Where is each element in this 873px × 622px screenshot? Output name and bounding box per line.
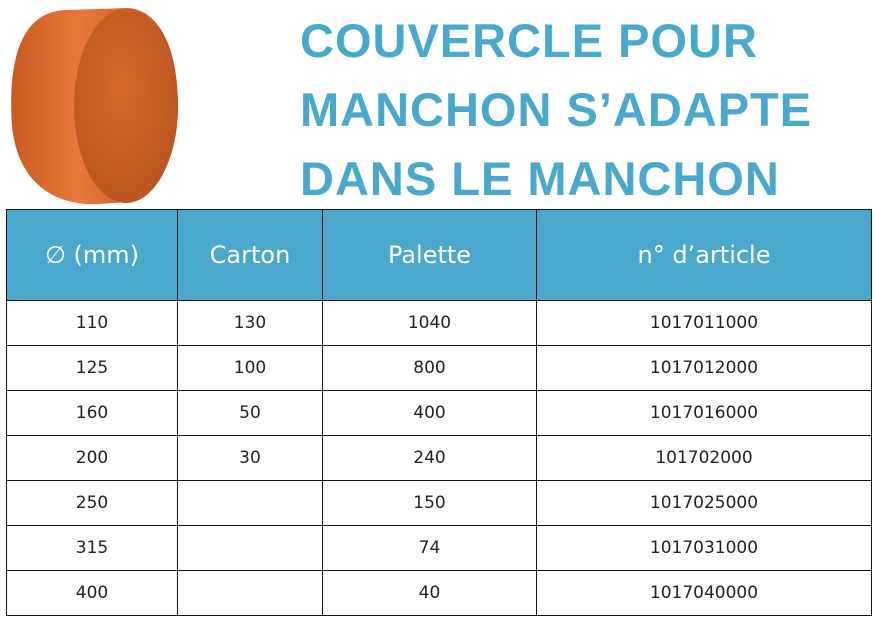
- empty-cell: [177, 570, 323, 616]
- table-row: 400 40 1017040000: [6, 570, 872, 616]
- table-cell: 1017040000: [536, 570, 872, 616]
- table-cell: 101702000: [536, 435, 872, 481]
- table-cell: 1017016000: [536, 390, 872, 436]
- table-row: 250 150 1017025000: [6, 480, 872, 526]
- title-line: DANS LE MANCHON: [300, 152, 780, 205]
- empty-cell: [177, 525, 323, 571]
- table-cell: 400: [322, 390, 537, 436]
- table-cell: 40: [322, 570, 537, 616]
- table-cell: 200: [6, 435, 178, 481]
- table-cell: 1017012000: [536, 345, 872, 391]
- title-line: COUVERCLE POUR: [300, 14, 758, 67]
- table-cell: 100: [177, 345, 323, 391]
- table-row: 200 30 240 101702000: [6, 435, 872, 481]
- table-row: 315 74 1017031000: [6, 525, 872, 571]
- table-cell: 130: [177, 300, 323, 346]
- column-header: Palette: [322, 209, 537, 301]
- title-line: MANCHON S’ADAPTE: [300, 83, 813, 136]
- column-header: Carton: [177, 209, 323, 301]
- table-cell: 1040: [322, 300, 537, 346]
- table-row: 125 100 800 1017012000: [6, 345, 872, 391]
- table-row: 160 50 400 1017016000: [6, 390, 872, 436]
- table-cell: 74: [322, 525, 537, 571]
- table-cell: 400: [6, 570, 178, 616]
- table-cell: 125: [6, 345, 178, 391]
- table-row: 110 130 1040 1017011000: [6, 300, 872, 346]
- column-header: ∅ (mm): [6, 209, 178, 301]
- table-cell: 800: [322, 345, 537, 391]
- table-cell: 30: [177, 435, 323, 481]
- title: COUVERCLE POUR MANCHON S’ADAPTE DANS LE MA…: [300, 6, 812, 213]
- table-cell: 160: [6, 390, 178, 436]
- table-body: 110 130 1040 1017011000 125 100 800 1017012000 1…: [6, 300, 872, 616]
- table-cell: 1017031000: [536, 525, 872, 571]
- table-cell: 1017025000: [536, 480, 872, 526]
- table-cell: 110: [6, 300, 178, 346]
- empty-cell: [177, 480, 323, 526]
- product-table: ∅ (mm) Carton Palette n° d’article 110 130 10…: [6, 209, 872, 616]
- table-cell: 150: [322, 480, 537, 526]
- header-row: ∅ (mm) Carton Palette n° d’article: [6, 209, 872, 301]
- table-cell: 315: [6, 525, 178, 571]
- table-cell: 250: [6, 480, 178, 526]
- column-header: n° d’article: [536, 209, 872, 301]
- table-cell: 50: [177, 390, 323, 436]
- table-cell: 240: [322, 435, 537, 481]
- product-image: [11, 8, 179, 205]
- table-cell: 1017011000: [536, 300, 872, 346]
